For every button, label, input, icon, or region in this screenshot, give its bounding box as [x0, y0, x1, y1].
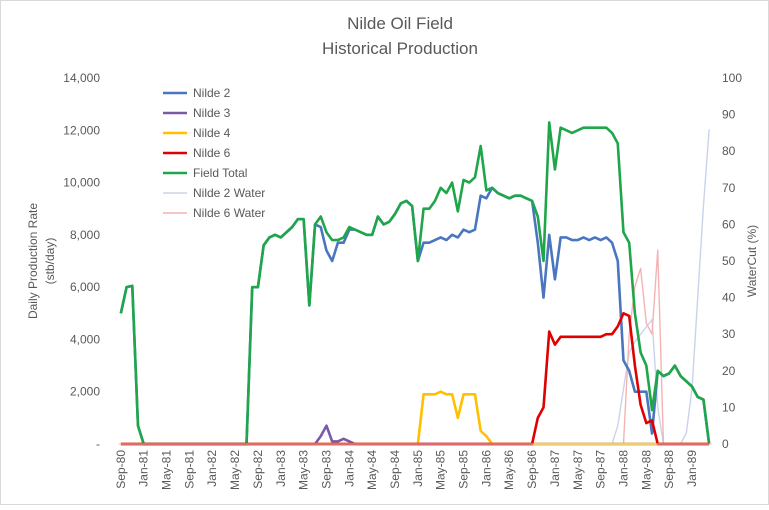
x-tick-label: Jan-84	[342, 450, 356, 487]
y-axis-title: Daily Production Rate	[26, 203, 40, 319]
y-tick-label: 6,000	[70, 280, 100, 294]
legend-label: Nilde 6	[193, 146, 231, 160]
x-tick-label: May-81	[160, 450, 174, 490]
y2-tick-label: 20	[722, 364, 736, 378]
x-tick-label: May-83	[297, 450, 311, 490]
chart-subtitle: Historical Production	[322, 39, 478, 58]
x-tick-label: Sep-83	[319, 450, 333, 489]
x-tick-label: Sep-80	[114, 450, 128, 489]
x-tick-label: May-82	[228, 450, 242, 490]
y-tick-label: 8,000	[70, 228, 100, 242]
x-tick-label: May-88	[639, 450, 653, 490]
legend-label: Field Total	[193, 166, 247, 180]
x-tick-label: Jan-87	[548, 450, 562, 487]
y2-tick-label: 100	[722, 71, 742, 85]
x-tick-label: Jan-89	[685, 450, 699, 487]
y-axis-title: (stb/day)	[43, 238, 57, 285]
x-tick-label: Jan-82	[205, 450, 219, 487]
x-tick-label: Jan-81	[137, 450, 151, 487]
legend-label: Nilde 4	[193, 126, 231, 140]
legend-label: Nilde 2 Water	[193, 186, 265, 200]
x-tick-label: Jan-85	[411, 450, 425, 487]
chart-title: Nilde Oil Field	[347, 14, 453, 33]
y2-tick-label: 50	[722, 254, 736, 268]
x-tick-label: Sep-86	[525, 450, 539, 489]
y2-tick-label: 80	[722, 144, 736, 158]
y-tick-label: 12,000	[63, 123, 100, 137]
y-tick-label: 2,000	[70, 385, 100, 399]
x-tick-label: May-87	[571, 450, 585, 490]
x-tick-label: Sep-82	[251, 450, 265, 489]
y-tick-label: 14,000	[63, 71, 100, 85]
y-tick-label: -	[96, 437, 100, 451]
legend-label: Nilde 6 Water	[193, 206, 265, 220]
x-tick-label: May-85	[434, 450, 448, 490]
x-tick-label: Jan-88	[616, 450, 630, 487]
y2-tick-label: 70	[722, 181, 736, 195]
x-tick-label: Sep-88	[662, 450, 676, 489]
y2-axis-title: WaterCut (%)	[745, 225, 759, 297]
y2-tick-label: 90	[722, 108, 736, 122]
x-tick-label: May-86	[502, 450, 516, 490]
y2-tick-label: 0	[722, 437, 729, 451]
x-tick-label: Jan-83	[274, 450, 288, 487]
x-tick-label: Sep-85	[457, 450, 471, 489]
x-tick-label: Sep-87	[594, 450, 608, 489]
x-tick-label: Sep-84	[388, 450, 402, 489]
legend-label: Nilde 2	[193, 86, 231, 100]
x-tick-label: May-84	[365, 450, 379, 490]
y2-tick-label: 40	[722, 291, 736, 305]
y-tick-label: 10,000	[63, 176, 100, 190]
y2-tick-label: 10	[722, 400, 736, 414]
y2-tick-label: 60	[722, 217, 736, 231]
y2-tick-label: 30	[722, 327, 736, 341]
y-tick-label: 4,000	[70, 332, 100, 346]
x-tick-label: Sep-81	[182, 450, 196, 489]
x-tick-label: Jan-86	[479, 450, 493, 487]
legend-label: Nilde 3	[193, 106, 231, 120]
